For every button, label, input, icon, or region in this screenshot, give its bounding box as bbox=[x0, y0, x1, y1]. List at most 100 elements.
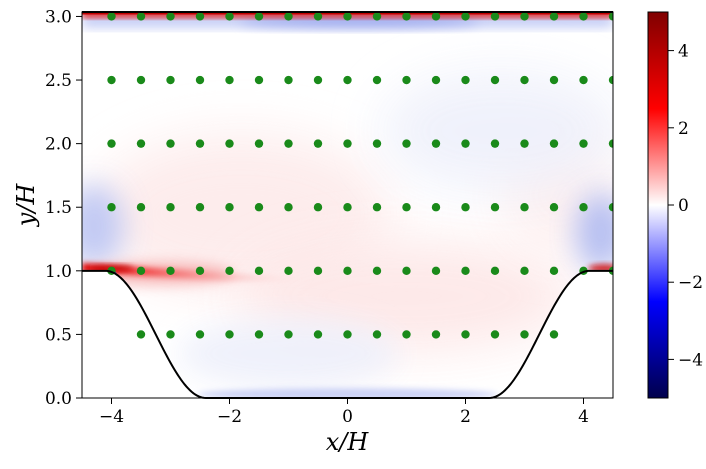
probe-point bbox=[166, 75, 175, 85]
probe-point bbox=[166, 139, 175, 148]
probe-point bbox=[343, 75, 352, 85]
probe-point bbox=[520, 203, 529, 212]
probe-point bbox=[166, 266, 175, 276]
colorbar-ticks: −4 −2 0 2 4 bbox=[668, 42, 703, 370]
probe-point bbox=[579, 139, 588, 148]
colorbar: −4 −2 0 2 4 bbox=[647, 11, 703, 399]
probe-point bbox=[343, 203, 352, 212]
colorbar-tick-label: 0 bbox=[678, 196, 689, 216]
x-axis: −4 −2 0 2 4 bbox=[99, 398, 589, 427]
probe-point bbox=[166, 12, 175, 21]
colorbar-gradient bbox=[647, 11, 669, 399]
probe-point bbox=[225, 203, 234, 212]
colorbar-tick-label: −4 bbox=[678, 350, 703, 370]
probe-point bbox=[490, 330, 500, 339]
probe-point bbox=[402, 12, 411, 21]
field-crest-blue-left bbox=[82, 184, 124, 269]
field-faint-blue bbox=[380, 70, 613, 191]
probe-points bbox=[107, 12, 613, 339]
colorbar-tick-label: −2 bbox=[678, 273, 703, 293]
probe-point bbox=[402, 203, 411, 212]
probe-point bbox=[520, 330, 529, 339]
probe-point bbox=[372, 12, 382, 21]
probe-point bbox=[313, 330, 323, 339]
probe-point bbox=[107, 12, 116, 21]
probe-point bbox=[461, 12, 470, 21]
probe-point bbox=[254, 139, 264, 148]
probe-point bbox=[402, 266, 411, 276]
probe-point bbox=[166, 203, 175, 212]
probe-point bbox=[431, 139, 441, 148]
probe-point bbox=[608, 12, 613, 21]
probe-point bbox=[461, 203, 470, 212]
probe-point bbox=[225, 330, 234, 339]
probe-point bbox=[225, 12, 234, 21]
probe-point bbox=[608, 139, 613, 148]
probe-point bbox=[431, 12, 441, 21]
probe-point bbox=[254, 266, 264, 276]
probe-point bbox=[136, 75, 146, 85]
probe-point bbox=[313, 75, 323, 85]
probe-point bbox=[490, 75, 500, 85]
probe-point bbox=[284, 330, 293, 339]
hill-solid-region bbox=[82, 270, 613, 398]
probe-point bbox=[284, 203, 293, 212]
x-tick-label: 2 bbox=[460, 407, 471, 427]
y-tick-label: 2.0 bbox=[45, 135, 72, 155]
probe-point bbox=[284, 75, 293, 85]
x-tick-label: −4 bbox=[99, 407, 124, 427]
probe-point bbox=[343, 12, 352, 21]
y-tick-label: 0.0 bbox=[45, 389, 72, 409]
probe-point bbox=[313, 12, 323, 21]
probe-point bbox=[402, 75, 411, 85]
probe-point bbox=[107, 203, 116, 212]
probe-point bbox=[284, 12, 293, 21]
y-tick-label: 3.0 bbox=[45, 7, 72, 27]
probe-point bbox=[136, 266, 146, 276]
y-tick-label: 1.0 bbox=[45, 262, 72, 282]
probe-point bbox=[461, 75, 470, 85]
probe-point bbox=[343, 330, 352, 339]
probe-point bbox=[166, 330, 175, 339]
y-tick-label: 2.5 bbox=[45, 71, 72, 91]
probe-point bbox=[195, 330, 205, 339]
probe-point bbox=[549, 12, 559, 21]
probe-point bbox=[136, 139, 146, 148]
x-tick-label: −2 bbox=[217, 407, 242, 427]
field-bottom-blue bbox=[197, 388, 498, 398]
y-tick-label: 1.5 bbox=[45, 198, 72, 218]
probe-point bbox=[608, 203, 613, 212]
probe-point bbox=[195, 203, 205, 212]
probe-point bbox=[136, 330, 146, 339]
probe-point bbox=[431, 330, 441, 339]
probe-point bbox=[372, 139, 382, 148]
colorbar-tick-label: 4 bbox=[678, 42, 689, 62]
probe-point bbox=[520, 75, 529, 85]
x-tick-label: 4 bbox=[578, 407, 589, 427]
probe-point bbox=[461, 330, 470, 339]
probe-point bbox=[195, 75, 205, 85]
x-tick-label: 0 bbox=[342, 407, 353, 427]
probe-point bbox=[549, 330, 559, 339]
probe-point bbox=[372, 203, 382, 212]
probe-point bbox=[372, 266, 382, 276]
probe-point bbox=[313, 139, 323, 148]
probe-point bbox=[372, 330, 382, 339]
probe-point bbox=[579, 75, 588, 85]
probe-point bbox=[195, 139, 205, 148]
probe-point bbox=[490, 12, 500, 21]
probe-point bbox=[343, 266, 352, 276]
probe-point bbox=[254, 203, 264, 212]
probe-point bbox=[579, 12, 588, 21]
probe-point bbox=[284, 266, 293, 276]
probe-point bbox=[579, 203, 588, 212]
probe-point bbox=[136, 203, 146, 212]
probe-point bbox=[431, 75, 441, 85]
probe-point bbox=[313, 266, 323, 276]
probe-point bbox=[254, 330, 264, 339]
probe-point bbox=[225, 266, 234, 276]
probe-point bbox=[402, 139, 411, 148]
probe-point bbox=[490, 266, 500, 276]
probe-point bbox=[461, 266, 470, 276]
